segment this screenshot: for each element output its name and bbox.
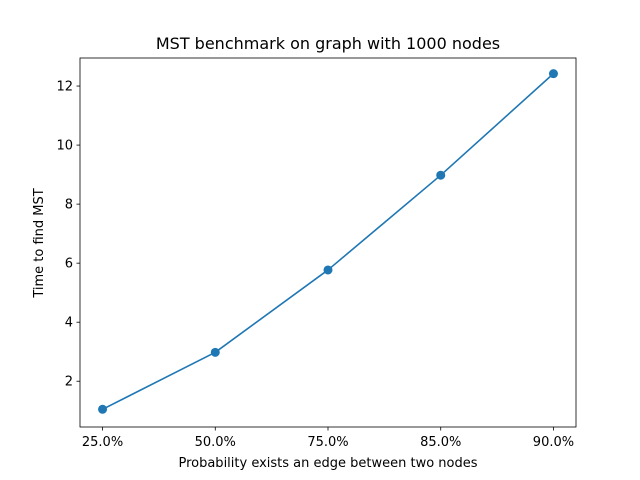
x-tick-label: 75.0%	[307, 435, 348, 450]
plot-area: 2 4 6 8 10 12 25.0% 50.0% 75.0% 85.0% 90.0%	[56, 57, 577, 450]
data-point	[210, 347, 220, 357]
y-tick-label: 2	[65, 375, 73, 390]
y-tick-label: 8	[65, 198, 73, 213]
data-point	[436, 170, 446, 180]
y-tick-label: 4	[65, 316, 73, 331]
x-tick-label: 50.0%	[195, 435, 236, 450]
y-axis-label: Time to find MST	[32, 188, 47, 298]
data-point	[548, 69, 558, 79]
plot-frame	[79, 57, 577, 428]
data-point	[323, 265, 333, 275]
chart-title: MST benchmark on graph with 1000 nodes	[156, 34, 500, 53]
x-tick-label: 90.0%	[533, 435, 574, 450]
y-tick-label: 10	[56, 139, 73, 154]
x-tick-label: 85.0%	[420, 435, 461, 450]
x-tick-label: 25.0%	[82, 435, 123, 450]
x-axis-label: Probability exists an edge between two n…	[178, 456, 477, 471]
y-tick-label: 12	[56, 80, 73, 95]
series-line	[102, 73, 554, 411]
data-point	[98, 404, 108, 414]
y-tick-label: 6	[65, 257, 73, 272]
